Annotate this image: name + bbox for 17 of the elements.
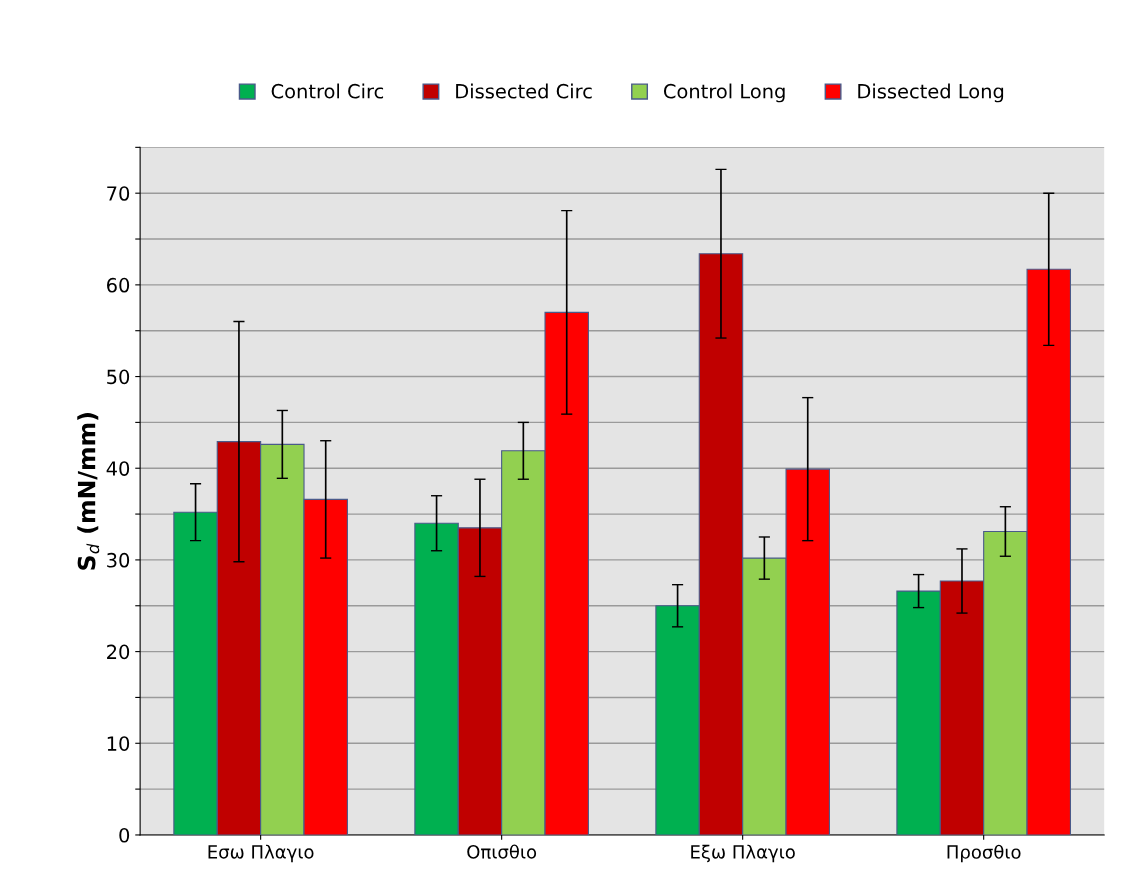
legend-label: Control Long (663, 83, 785, 103)
y-tick-label: 40 (106, 461, 130, 476)
x-tick-label: Εσω Πλαγιο (208, 844, 314, 863)
y-tick-label: 10 (107, 736, 130, 751)
y-tick-label: 30 (107, 552, 130, 568)
legend-label: Dissected Circ (456, 83, 592, 99)
x-tick-label: Εξω Πλαγιο (691, 844, 795, 863)
legend-label: Dissected Long (858, 83, 1004, 103)
y-tick-label: 50 (107, 369, 130, 385)
legend-label: Control Circ (271, 83, 384, 99)
y-tick-label: 60 (107, 277, 130, 293)
x-tick-label: Προσθιο (947, 844, 1021, 863)
y-tick-label: 0 (119, 827, 130, 843)
x-tick-label: Οπισθιο (467, 844, 537, 859)
y-axis-title: S$_{d}$ (mN/mm) (77, 413, 100, 570)
y-tick-label: 20 (107, 644, 130, 660)
y-tick-label: 70 (107, 186, 130, 201)
